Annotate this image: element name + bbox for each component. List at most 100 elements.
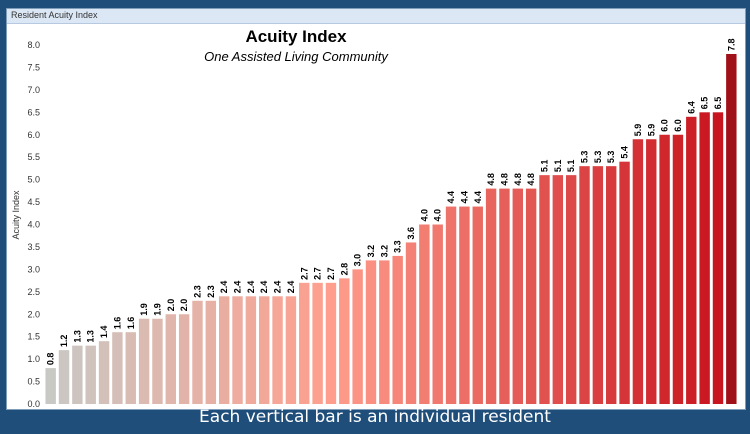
bar — [72, 345, 83, 404]
window-titlebar: Resident Acuity Index — [7, 9, 745, 24]
bar-value-label: 7.8 — [726, 38, 736, 51]
bar — [659, 134, 670, 404]
bar — [58, 350, 70, 404]
y-tick-label: 4.5 — [27, 197, 40, 207]
y-tick-label: 6.0 — [27, 130, 40, 140]
bar-value-label: 5.4 — [620, 146, 630, 159]
bar — [472, 206, 483, 404]
bar — [539, 175, 550, 404]
bar — [499, 188, 510, 404]
bar-value-label: 2.0 — [166, 299, 176, 312]
bar-value-label: 2.7 — [299, 267, 309, 280]
bar-value-label: 6.5 — [713, 97, 723, 110]
y-tick-label: 3.0 — [27, 264, 40, 274]
bar-value-label: 1.9 — [152, 303, 162, 316]
bar-value-label: 4.4 — [473, 191, 483, 204]
bar — [632, 139, 644, 405]
y-axis: 0.0 0.5 1.0 1.5 2.0 2.5 3.0 3.5 4.0 4.5 5.0 5.5 6.0 6… — [27, 40, 40, 409]
bar-value-label: 2.3 — [192, 285, 202, 298]
bar-value-label: 1.6 — [126, 317, 136, 330]
bar-value-label: 3.2 — [379, 245, 389, 258]
bar — [672, 134, 684, 404]
bar-value-label: 1.3 — [72, 330, 82, 343]
y-tick-label: 4.0 — [27, 220, 40, 230]
y-tick-label: 7.5 — [27, 62, 40, 72]
bar — [712, 112, 724, 404]
y-tick-label: 1.0 — [27, 354, 40, 364]
bar — [379, 260, 390, 404]
bar — [125, 332, 136, 404]
data-labels: 0.81.2 1.3 1.3 1.41.6 1.61.9 1.9 2.0 2.02.3 2.3 2… — [46, 38, 737, 365]
bar — [85, 345, 96, 404]
chart-subtitle: One Assisted Living Community — [204, 49, 389, 64]
bar — [352, 269, 363, 405]
bar-value-label: 2.0 — [179, 299, 189, 312]
bar-value-label: 1.2 — [59, 335, 69, 348]
bar-value-label: 5.3 — [580, 151, 590, 164]
y-tick-label: 8.0 — [27, 40, 40, 50]
bar-value-label: 6.0 — [660, 119, 670, 132]
bar — [565, 175, 577, 404]
bar — [165, 314, 176, 404]
bar-value-label: 4.8 — [526, 173, 536, 186]
bar — [392, 255, 403, 404]
bar — [619, 161, 630, 404]
bar — [178, 314, 190, 404]
y-tick-label: 7.0 — [27, 85, 40, 95]
bar-value-label: 1.6 — [112, 317, 122, 330]
y-tick-label: 5.0 — [27, 175, 40, 185]
bar-value-label: 4.0 — [419, 209, 429, 222]
bar — [606, 166, 617, 404]
bar-value-label: 2.4 — [233, 281, 243, 294]
bar-value-label: 5.9 — [633, 124, 643, 137]
bar — [218, 296, 230, 404]
bar-value-label: 1.9 — [139, 303, 149, 316]
window-title: Resident Acuity Index — [11, 10, 98, 20]
y-tick-label: 6.5 — [27, 107, 40, 117]
bar-value-label: 2.7 — [313, 267, 323, 280]
bar — [699, 112, 710, 404]
bar — [325, 282, 337, 404]
bar — [272, 296, 283, 404]
bar — [98, 341, 110, 404]
bar-value-label: 5.1 — [566, 160, 576, 173]
bar — [459, 206, 470, 404]
bar-value-label: 3.6 — [406, 227, 416, 240]
y-tick-label: 5.5 — [27, 152, 40, 162]
bar-value-label: 5.9 — [646, 124, 656, 137]
bar — [339, 278, 350, 404]
bar — [192, 300, 203, 404]
bars — [45, 53, 737, 405]
bar — [579, 166, 590, 404]
bar — [285, 296, 297, 404]
bar-value-label: 1.3 — [86, 330, 96, 343]
bar — [245, 296, 257, 404]
bar-value-label: 4.4 — [459, 191, 469, 204]
bar-value-label: 3.2 — [366, 245, 376, 258]
bar-value-label: 2.3 — [206, 285, 216, 298]
bar-value-label: 5.3 — [606, 151, 616, 164]
bar-value-label: 6.4 — [686, 101, 696, 114]
bar — [205, 300, 217, 404]
footer-caption: Each vertical bar is an individual resid… — [199, 407, 551, 427]
y-tick-label: 0.0 — [27, 399, 40, 409]
y-tick-label: 2.5 — [27, 287, 40, 297]
bar-value-label: 2.4 — [246, 281, 256, 294]
bar — [138, 318, 150, 404]
bar — [512, 188, 523, 404]
bar — [312, 282, 323, 404]
bar-value-label: 2.4 — [273, 281, 283, 294]
bar-value-label: 4.8 — [513, 173, 523, 186]
bar-value-label: 4.8 — [486, 173, 496, 186]
bar — [445, 206, 457, 404]
bar — [485, 188, 497, 404]
bar-value-label: 3.0 — [353, 254, 363, 267]
y-tick-label: 3.5 — [27, 242, 40, 252]
bar — [299, 282, 310, 404]
bar-value-label: 2.4 — [286, 281, 296, 294]
bar-value-label: 4.4 — [446, 191, 456, 204]
bar-value-label: 2.4 — [219, 281, 229, 294]
y-tick-label: 2.0 — [27, 309, 40, 319]
y-axis-label: Acuity Index — [11, 190, 21, 240]
